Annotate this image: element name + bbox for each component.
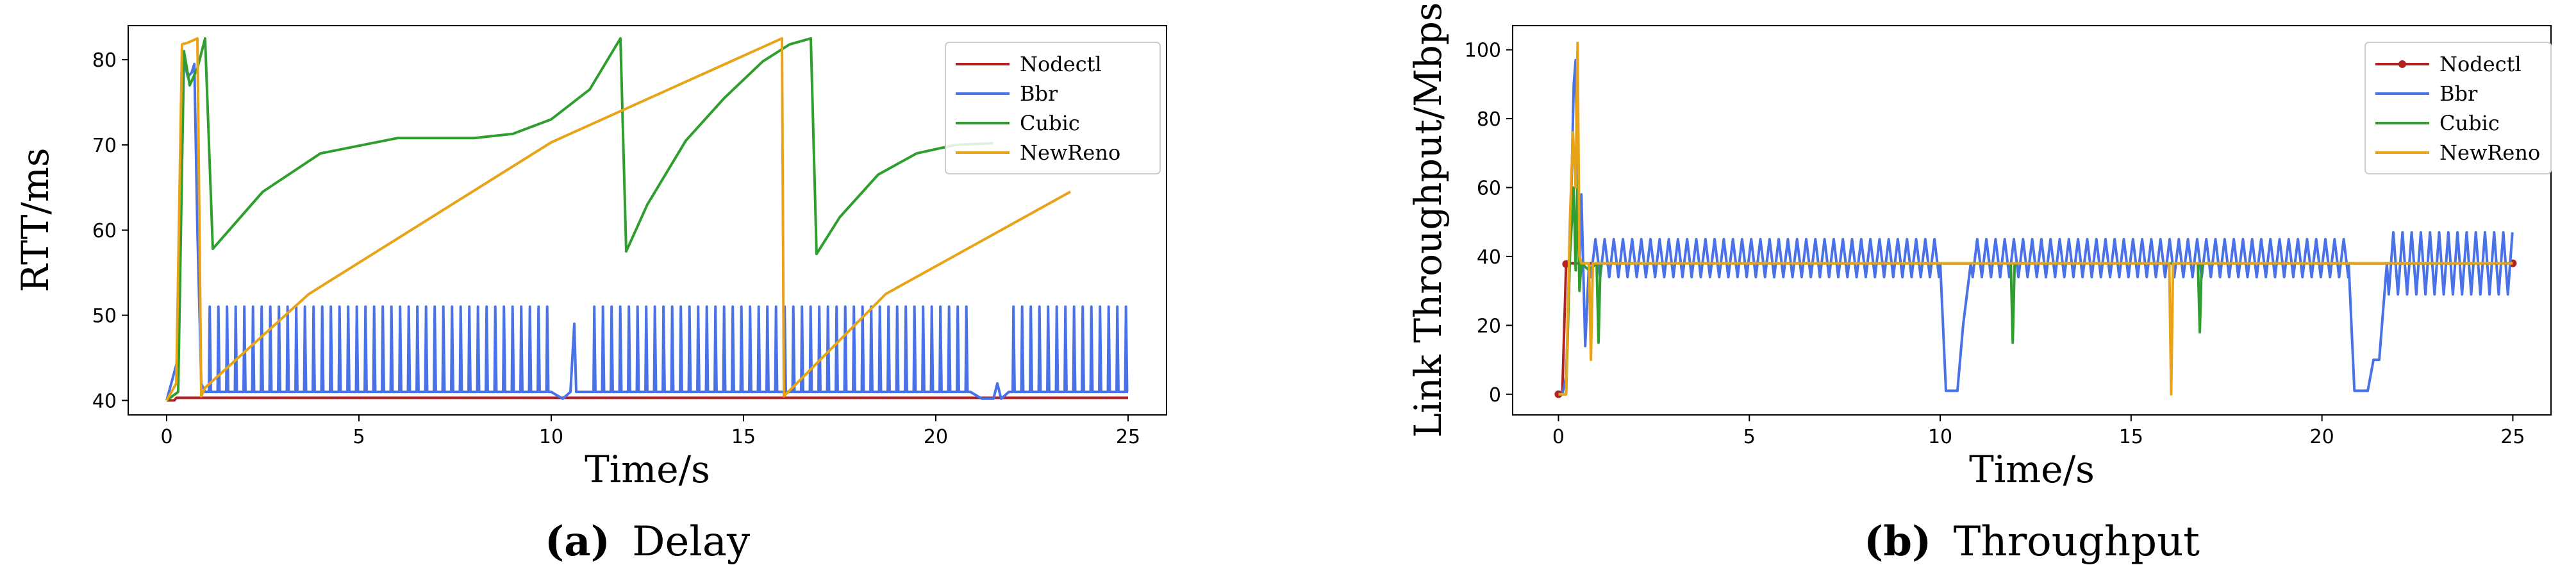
throughput-x-tick-label: 20 <box>2310 426 2334 448</box>
throughput-y-tick-label: 60 <box>1477 177 1501 199</box>
throughput-legend-label-bbr: Bbr <box>2439 81 2478 106</box>
delay-x-axis-label: Time/s <box>585 448 710 491</box>
delay-series-nodectl-line <box>167 396 1128 402</box>
delay-y-tick-label: 70 <box>92 135 117 157</box>
delay-chart-panel: 0 5 10 15 20 25 40 50 60 70 80 Time/s RTT/ms Nodec… <box>13 25 1167 566</box>
throughput-caption: (b) Throughput <box>1864 518 2200 566</box>
delay-x-tick-label: 15 <box>731 426 756 448</box>
delay-y-tick-label: 50 <box>92 305 117 328</box>
delay-x-tick-label: 10 <box>539 426 563 448</box>
throughput-legend-label-cubic: Cubic <box>2439 111 2500 135</box>
delay-series-cubic-line <box>165 37 994 402</box>
delay-legend-label-nodectl: Nodectl <box>1020 52 1102 76</box>
throughput-x-tick-label: 5 <box>1743 426 1756 448</box>
throughput-x-axis-label: Time/s <box>1969 448 2095 491</box>
throughput-legend <box>2364 42 2552 174</box>
throughput-x-tick-label: 15 <box>2119 426 2143 448</box>
delay-series-newreno-line <box>165 37 1071 401</box>
throughput-series-bbr-line <box>1558 58 2514 396</box>
delay-y-tick-label: 40 <box>92 390 117 412</box>
delay-series-bbr-line <box>165 58 1129 401</box>
delay-y-tick-label: 80 <box>92 49 117 72</box>
delay-x-tick-label: 5 <box>353 426 365 448</box>
throughput-x-tick-label: 10 <box>1928 426 1952 448</box>
delay-legend-label-newreno: NewReno <box>1020 140 1120 165</box>
delay-y-axis-label: RTT/ms <box>13 147 57 292</box>
delay-caption: (a) Delay <box>545 518 750 566</box>
throughput-y-tick-label: 20 <box>1477 315 1501 337</box>
throughput-caption-text: Throughput <box>1954 518 2200 566</box>
throughput-series-newreno-line <box>1558 41 2513 396</box>
throughput-series-nodectl-marker <box>1554 390 1563 398</box>
throughput-legend-marker-nodectl <box>2398 60 2406 68</box>
throughput-caption-label: (b) <box>1864 518 1931 566</box>
throughput-x-tick-label: 25 <box>2500 426 2525 448</box>
throughput-chart-panel: 0 5 10 15 20 25 0 20 40 60 80 100 Time/s Link Throu… <box>1406 2 2552 566</box>
delay-x-tick-label: 25 <box>1116 426 1140 448</box>
delay-caption-label: (a) <box>545 518 610 566</box>
throughput-y-tick-label: 40 <box>1477 246 1501 269</box>
delay-x-tick-label: 0 <box>160 426 172 448</box>
throughput-x-tick-label: 0 <box>1552 426 1565 448</box>
delay-y-tick-label: 60 <box>92 220 117 242</box>
throughput-y-tick-label: 80 <box>1477 108 1501 131</box>
delay-caption-text: Delay <box>632 518 750 566</box>
throughput-legend-label-newreno: NewReno <box>2439 140 2540 165</box>
throughput-y-axis-label: Link Throughput/Mbps <box>1406 2 1450 437</box>
throughput-y-tick-label: 100 <box>1465 40 1501 62</box>
throughput-legend-label-nodectl: Nodectl <box>2439 52 2522 76</box>
delay-legend <box>945 42 1161 174</box>
delay-x-tick-label: 20 <box>924 426 948 448</box>
delay-legend-label-bbr: Bbr <box>1020 81 1058 106</box>
throughput-y-tick-label: 0 <box>1489 384 1501 407</box>
delay-legend-label-cubic: Cubic <box>1020 111 1080 135</box>
